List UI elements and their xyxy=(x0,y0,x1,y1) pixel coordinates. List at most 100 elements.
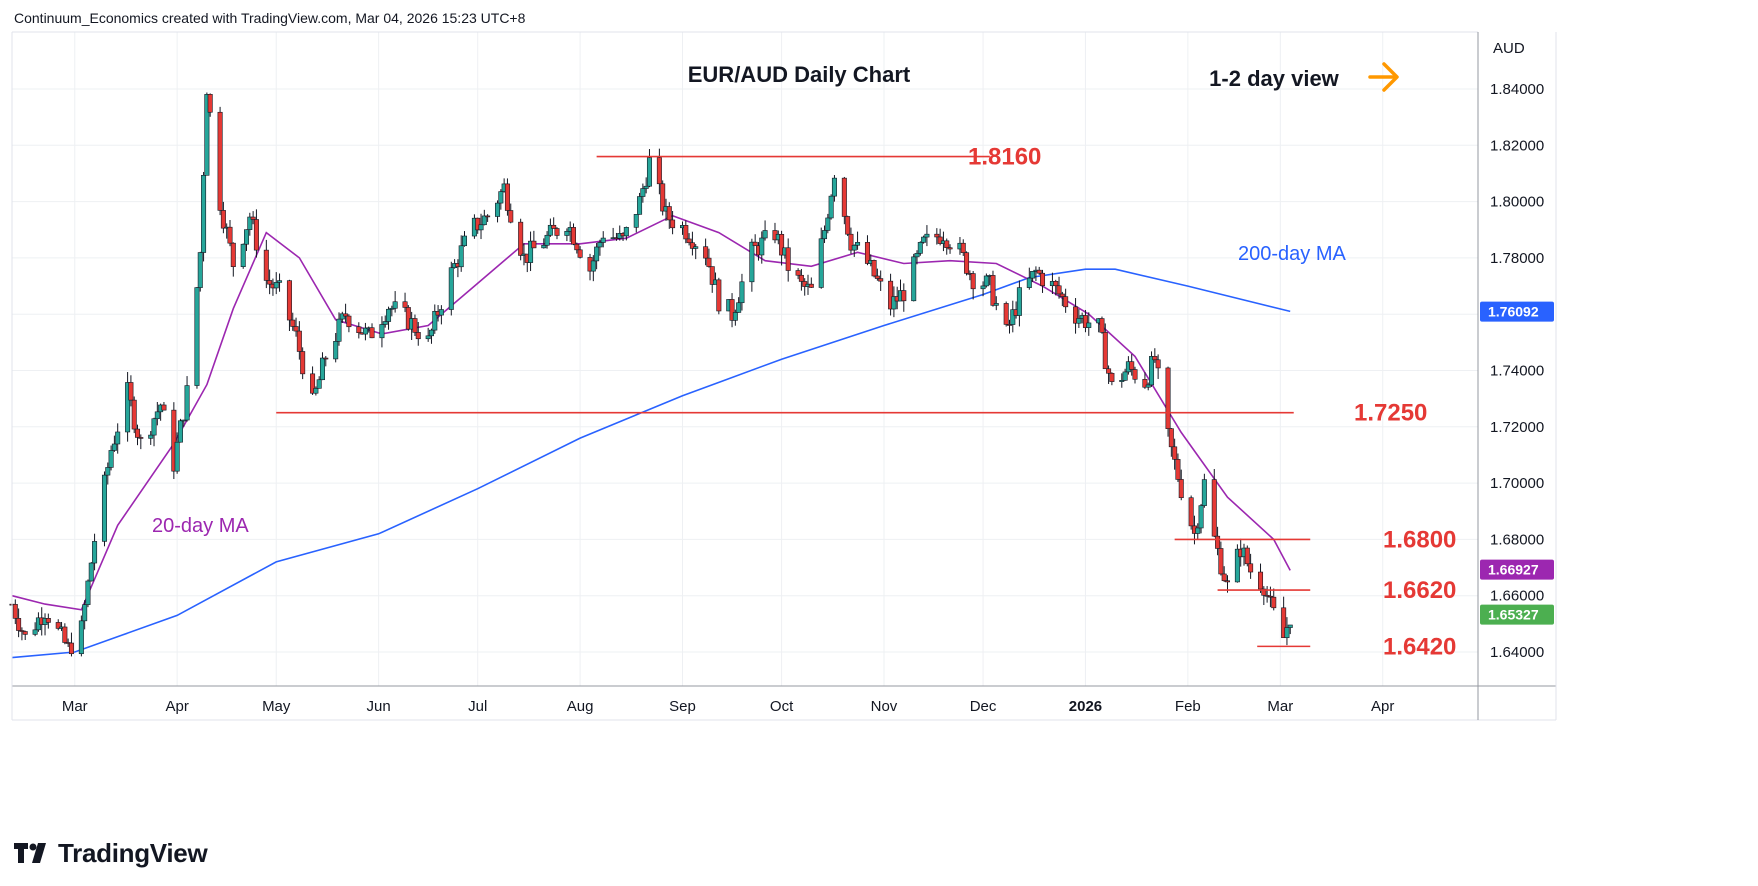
candle-up xyxy=(154,402,160,426)
candle-body xyxy=(818,238,824,288)
candle-up xyxy=(428,328,434,344)
candle-body xyxy=(1006,324,1012,326)
candle-down xyxy=(729,293,735,328)
x-tick-label: 2026 xyxy=(1069,698,1102,715)
candle-down xyxy=(689,231,695,256)
candle-down xyxy=(683,220,689,244)
candle-body xyxy=(201,175,207,253)
candle-body xyxy=(1198,505,1204,529)
candle-up xyxy=(392,291,398,313)
candle-body xyxy=(1248,563,1254,573)
candle-up xyxy=(197,251,203,292)
candle-up xyxy=(739,273,745,311)
candle-up xyxy=(105,462,111,485)
candle-body xyxy=(207,94,213,113)
chart-title: EUR/AUD Daily Chart xyxy=(688,62,911,87)
level-lines: 1.8160 1.7250 1.6800 1.6620 1.6420 xyxy=(276,144,1456,660)
y-tick-label: 1.80000 xyxy=(1490,194,1544,211)
candle-body xyxy=(277,280,283,283)
candle-body xyxy=(564,230,570,236)
candle-down xyxy=(22,630,28,640)
candle-up xyxy=(983,273,989,288)
arrow-head xyxy=(1382,62,1399,92)
tradingview-logo[interactable]: TradingView xyxy=(14,838,208,869)
candle-up xyxy=(640,183,646,203)
candle-body xyxy=(937,236,943,244)
level-label: 1.6620 xyxy=(1383,577,1456,604)
x-tick-label: Nov xyxy=(871,698,898,715)
candle-body xyxy=(1059,293,1065,297)
candle-up xyxy=(316,376,322,389)
candle-up xyxy=(115,423,121,454)
candle-down xyxy=(296,321,302,360)
candle-body xyxy=(924,233,930,238)
candle-down xyxy=(161,401,167,411)
candle-down xyxy=(703,238,709,266)
candle-down xyxy=(1102,323,1108,370)
candle-body xyxy=(55,622,61,629)
candle-down xyxy=(346,314,352,333)
candle-down xyxy=(934,228,940,245)
candle-up xyxy=(336,312,342,346)
candle-body xyxy=(508,210,514,223)
candle-body xyxy=(346,315,352,328)
ma200-annotation: 200-day MA xyxy=(1238,243,1346,265)
candle-body xyxy=(980,285,986,290)
candle-down xyxy=(1129,354,1135,376)
candle-up xyxy=(891,286,897,318)
candle-up xyxy=(1149,351,1155,387)
candle-down xyxy=(1172,438,1178,470)
candle-down xyxy=(1258,563,1264,593)
candle-body xyxy=(250,216,256,220)
candle-down xyxy=(128,375,134,407)
candle-body xyxy=(290,319,296,327)
candle-body xyxy=(296,330,302,352)
candle-body xyxy=(739,281,745,304)
candle-body xyxy=(716,279,722,312)
candle-body xyxy=(151,418,157,436)
candle-up xyxy=(184,376,190,422)
candle-down xyxy=(666,202,672,229)
candle-up xyxy=(438,305,444,325)
candle-up xyxy=(101,471,107,547)
candle-body xyxy=(415,332,421,340)
candle-body xyxy=(623,227,629,237)
candle-down xyxy=(1221,566,1227,583)
candle-body xyxy=(874,275,880,279)
candle-body xyxy=(703,246,709,259)
candle-up xyxy=(541,238,547,249)
y-tick-label: 1.72000 xyxy=(1490,419,1544,436)
candle-body xyxy=(12,604,18,619)
candle-body xyxy=(1086,322,1092,328)
candle-down xyxy=(267,269,273,295)
candle-up xyxy=(432,304,438,334)
candle-body xyxy=(425,335,431,340)
candle-up xyxy=(339,311,345,323)
candle-down xyxy=(220,201,226,234)
x-tick-label: Mar xyxy=(1267,698,1293,715)
candle-down xyxy=(871,259,877,278)
candle-body xyxy=(888,280,894,310)
candle-up xyxy=(495,200,501,223)
price-tag-bg xyxy=(1480,301,1554,322)
candle-up xyxy=(564,228,570,242)
candle-body xyxy=(736,302,742,313)
level-label: 1.6800 xyxy=(1383,526,1456,553)
candle-down xyxy=(12,599,18,625)
candle-body xyxy=(1010,309,1016,325)
candle-down xyxy=(293,317,299,337)
candle-body xyxy=(240,243,246,267)
candle-up xyxy=(646,149,652,188)
candle-down xyxy=(795,268,801,280)
candle-down xyxy=(230,242,236,277)
candle-up xyxy=(478,213,484,240)
x-tick-label: May xyxy=(262,698,291,715)
candle-down xyxy=(990,270,996,307)
candle-body xyxy=(878,278,884,282)
candle-body xyxy=(759,237,765,256)
candle-body xyxy=(108,450,114,468)
candle-body xyxy=(428,329,434,337)
candle-body xyxy=(1201,479,1207,506)
candle-body xyxy=(293,326,299,332)
